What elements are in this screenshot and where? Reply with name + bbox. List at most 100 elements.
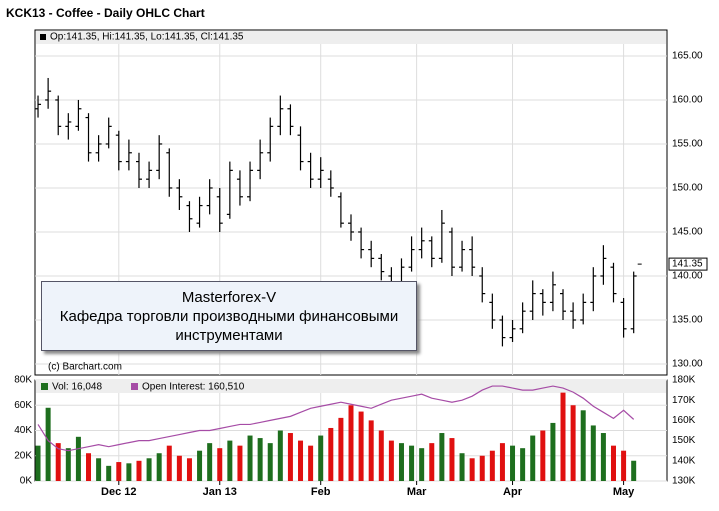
volume-bar bbox=[540, 430, 546, 481]
annotation-line: Masterforex-V bbox=[181, 289, 277, 306]
x-tick-label: Dec 12 bbox=[101, 486, 136, 498]
volume-bar bbox=[267, 443, 273, 481]
volume-bar bbox=[499, 443, 505, 481]
y-tick-label: 150.00 bbox=[672, 183, 703, 194]
volume-bar bbox=[510, 445, 516, 481]
volume-bar bbox=[398, 443, 404, 481]
volume-bar bbox=[136, 460, 142, 481]
volume-bar bbox=[45, 407, 51, 481]
volume-bar bbox=[55, 443, 61, 481]
volume-bar bbox=[429, 443, 435, 481]
volume-bar bbox=[318, 435, 324, 481]
volume-bar bbox=[328, 427, 334, 481]
volume-bar bbox=[621, 450, 627, 481]
volume-bar bbox=[439, 433, 445, 481]
annotation-line: инструментами bbox=[175, 327, 283, 344]
y-tick-label: 20K bbox=[14, 450, 32, 461]
volume-bar bbox=[298, 440, 304, 481]
volume-bar bbox=[156, 453, 162, 481]
volume-bar bbox=[217, 448, 223, 481]
volume-bar bbox=[146, 458, 152, 481]
y-tick-label: 40K bbox=[14, 425, 32, 436]
volume-bar bbox=[197, 450, 203, 481]
open-interest-line bbox=[37, 385, 635, 452]
legend-strip bbox=[36, 381, 666, 393]
y-tick-label: 140.00 bbox=[672, 271, 703, 282]
volume-bar bbox=[489, 450, 495, 481]
volume-bar bbox=[338, 417, 344, 481]
x-tick-label: Mar bbox=[407, 486, 427, 498]
volume-bar bbox=[419, 448, 425, 481]
volume-bar bbox=[75, 436, 81, 481]
volume-bar bbox=[409, 445, 415, 481]
source: (c) Barchart.com bbox=[48, 362, 122, 373]
volume-bar bbox=[449, 438, 455, 481]
y-tick-label: 155.00 bbox=[672, 139, 703, 150]
legend-label: Open Interest: 160,510 bbox=[142, 382, 245, 393]
last-price-box bbox=[668, 257, 708, 271]
volume-bar bbox=[277, 430, 283, 481]
legend-label: Vol: 16,048 bbox=[52, 382, 102, 393]
x-tick-label: Feb bbox=[311, 486, 331, 498]
volume-bar bbox=[550, 422, 556, 481]
x-tick-label: May bbox=[613, 486, 635, 498]
volume-bar bbox=[35, 445, 41, 481]
y-tick-label: 60K bbox=[14, 400, 32, 411]
volume-bar bbox=[560, 392, 566, 481]
volume-bar bbox=[348, 405, 354, 481]
last-price-label: 141.35 bbox=[672, 259, 703, 270]
y-tick-label: 160.00 bbox=[672, 95, 703, 106]
annotation-box: Masterforex-V Кафедра торговли производн… bbox=[41, 281, 417, 351]
y2-tick-label: 150K bbox=[672, 435, 696, 446]
volume-bar bbox=[166, 445, 172, 481]
volume-bar bbox=[86, 453, 92, 481]
y-tick-label: 80K bbox=[14, 375, 32, 386]
y-tick-label: 130.00 bbox=[672, 359, 703, 370]
volume-bar bbox=[126, 463, 132, 481]
volume-bar bbox=[358, 411, 364, 481]
legend-swatch bbox=[41, 383, 48, 390]
annotation-line: Кафедра торговли производными финансовым… bbox=[59, 308, 399, 325]
x-tick-label: Apr bbox=[503, 486, 523, 498]
volume-bar bbox=[469, 458, 475, 481]
volume-bar bbox=[257, 438, 263, 481]
y-tick-label: 145.00 bbox=[672, 227, 703, 238]
volume-bar bbox=[459, 453, 465, 481]
volume-bar bbox=[207, 443, 213, 481]
y-tick-label: 135.00 bbox=[672, 315, 703, 326]
y2-tick-label: 170K bbox=[672, 395, 696, 406]
volume-bar bbox=[186, 458, 192, 481]
volume-bar bbox=[520, 448, 526, 481]
volume-bar bbox=[227, 440, 233, 481]
volume-bar bbox=[308, 445, 314, 481]
volume-bar bbox=[176, 455, 182, 481]
y-tick-label: 165.00 bbox=[672, 51, 703, 62]
volume-bar bbox=[479, 455, 485, 481]
volume-bar bbox=[247, 435, 253, 481]
x-tick-label: Jan 13 bbox=[203, 486, 237, 498]
volume-bar bbox=[65, 448, 71, 481]
volume-bar bbox=[287, 433, 293, 481]
volume-bar bbox=[610, 445, 616, 481]
volume-bar bbox=[530, 435, 536, 481]
volume-bar bbox=[237, 445, 243, 481]
volume-bar bbox=[388, 440, 394, 481]
volume-bar bbox=[631, 460, 637, 481]
header-icon bbox=[40, 34, 46, 40]
y2-tick-label: 160K bbox=[672, 415, 696, 426]
volume-bar bbox=[96, 458, 102, 481]
y-tick-label: 0K bbox=[20, 476, 33, 487]
volume-bar bbox=[590, 425, 596, 481]
volume-bar bbox=[570, 405, 576, 481]
chart-title: KCK13 - Coffee - Daily OHLC Chart bbox=[6, 6, 205, 20]
volume-bar bbox=[378, 430, 384, 481]
volume-bar bbox=[580, 410, 586, 481]
y2-tick-label: 180K bbox=[672, 375, 696, 386]
y2-tick-label: 130K bbox=[672, 476, 696, 487]
volume-bar bbox=[600, 433, 606, 481]
y2-tick-label: 140K bbox=[672, 455, 696, 466]
volume-bar bbox=[368, 420, 374, 481]
volume-bar bbox=[106, 465, 112, 481]
